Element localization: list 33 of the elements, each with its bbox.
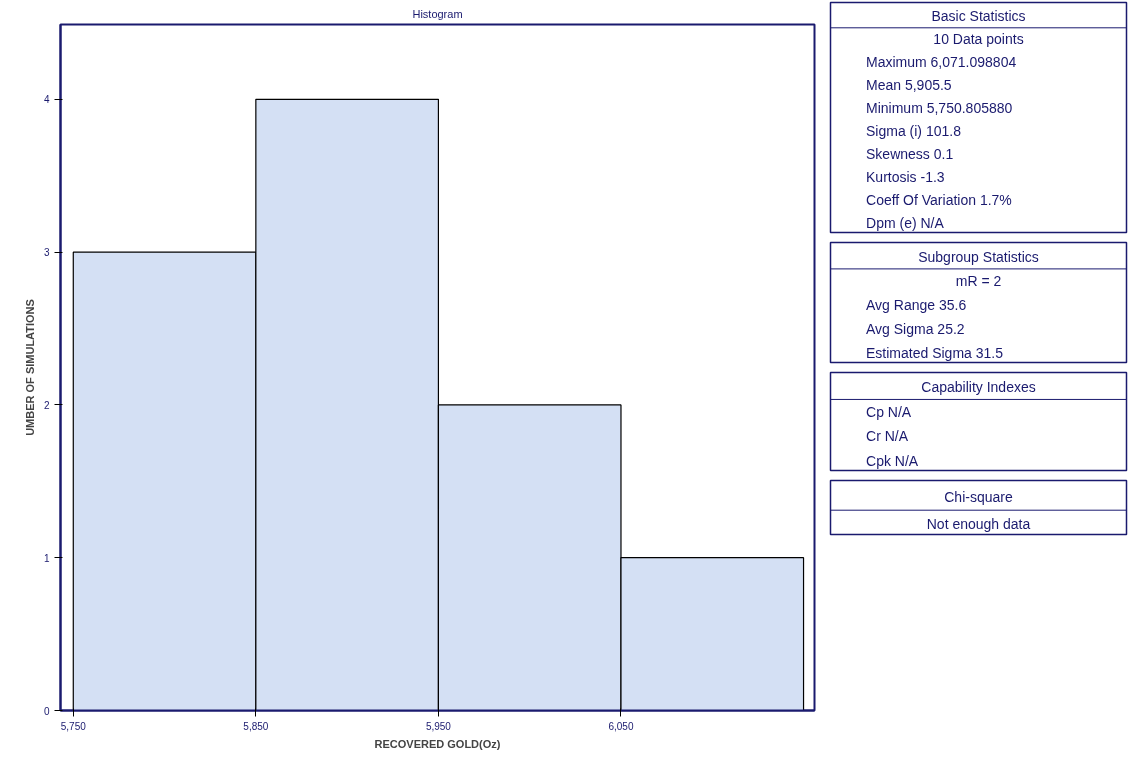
x-tick-label: 5,950 [425, 720, 452, 732]
text: Minimum 5,750.805880 [866, 100, 1013, 117]
x-tick-label: 6,050 [608, 720, 634, 732]
y-tick-label: 1 [43, 552, 50, 564]
text: Estimated Sigma 31.5 [866, 344, 1004, 361]
chart-title: Histogram [412, 7, 463, 20]
y-tick-label: 0 [43, 705, 50, 717]
y-axis-title: UMBER OF SIMULATIONS [23, 299, 36, 436]
text: Basic Statistics [931, 8, 1026, 25]
text: Maximum 6,071.098804 [866, 54, 1017, 71]
text: Avg Range 35.6 [866, 296, 967, 313]
text: Mean 5,905.5 [866, 77, 952, 94]
y-tick-label: 2 [43, 399, 50, 411]
text: Not enough data [926, 515, 1031, 532]
text: Kurtosis -1.3 [866, 169, 945, 186]
text: Chi-square [944, 488, 1013, 505]
text: Cp N/A [866, 403, 912, 420]
text: Cpk N/A [866, 452, 919, 469]
text: Avg Sigma 25.2 [866, 320, 965, 337]
text: Skewness 0.1 [866, 146, 954, 163]
y-tick-label: 4 [43, 94, 50, 106]
text: Dpm (e) N/A [866, 215, 945, 232]
y-tick-label: 3 [43, 247, 50, 259]
x-axis-title: RECOVERED GOLD(Oz) [374, 737, 501, 750]
text: Capability Indexes [921, 379, 1036, 396]
text: 10 Data points [933, 31, 1024, 48]
text: Coeff Of Variation 1.7% [866, 192, 1012, 209]
x-tick-label: 5,750 [60, 720, 87, 732]
x-tick-label: 5,850 [243, 720, 269, 732]
text: Cr N/A [866, 428, 909, 445]
text: mR = 2 [955, 272, 1002, 289]
text: Subgroup Statistics [918, 248, 1039, 265]
text: Sigma (i) 101.8 [866, 123, 962, 140]
